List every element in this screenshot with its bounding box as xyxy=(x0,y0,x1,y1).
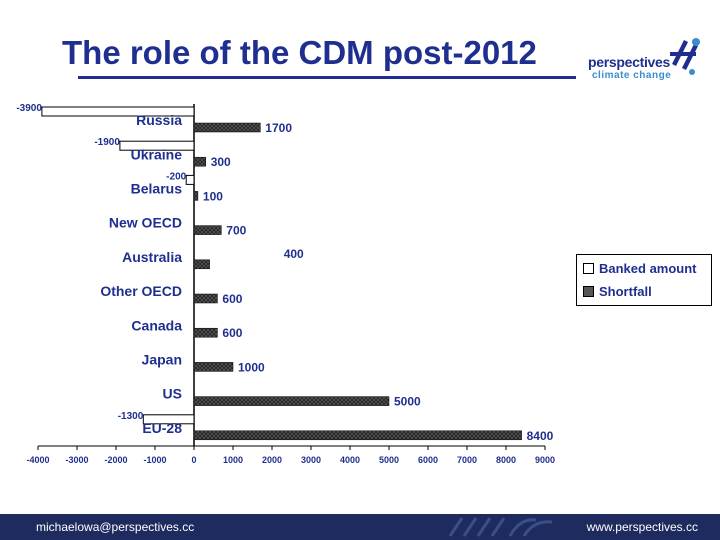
footer-logo-graphic-icon xyxy=(448,517,553,537)
bar-label-shortfall: 100 xyxy=(203,189,223,203)
legend-swatch-shortfall xyxy=(583,285,594,297)
bar-shortfall xyxy=(193,293,218,304)
x-tick-label: -1000 xyxy=(143,455,166,465)
footer-email: michaelowa@perspectives.cc xyxy=(36,520,195,534)
bar-label-banked: -200 xyxy=(166,171,186,182)
bar-banked xyxy=(185,174,195,185)
category-label: EU-28 xyxy=(142,420,182,436)
bar-shortfall xyxy=(193,259,210,270)
bar-shortfall xyxy=(193,362,234,372)
bar-label-shortfall: 400 xyxy=(284,247,304,261)
category-label: Canada xyxy=(131,317,182,333)
bar-shortfall xyxy=(193,122,261,133)
bar-shortfall xyxy=(193,191,199,201)
legend-item-shortfall: Shortfall xyxy=(583,283,652,299)
bar-label-banked: -1300 xyxy=(118,411,144,422)
legend-item-banked: Banked amount xyxy=(583,260,697,276)
category-label: Other OECD xyxy=(100,283,182,299)
bar-shortfall xyxy=(193,156,206,167)
legend-label-shortfall: Shortfall xyxy=(599,283,652,299)
cdm-bar-chart: -4000 -3000 -2000 -1000 0 1000 2000 3000 4000 500… xyxy=(16,103,555,465)
bar-label-shortfall: 1700 xyxy=(265,121,292,135)
perspectives-logo: perspectives climate change xyxy=(584,34,704,90)
category-label: New OECD xyxy=(109,215,182,231)
bar-label-shortfall: 600 xyxy=(222,326,242,340)
x-tick-label: 1000 xyxy=(223,455,243,465)
bar-shortfall xyxy=(193,396,390,406)
footer-website: www.perspectives.cc xyxy=(586,520,698,534)
x-tick-label: 4000 xyxy=(340,455,360,465)
bar-label-shortfall: 1000 xyxy=(238,360,265,374)
x-tick-label: 7000 xyxy=(457,455,477,465)
category-label: Japan xyxy=(142,352,182,368)
x-tick-label: 8000 xyxy=(496,455,516,465)
bar-label-shortfall: 8400 xyxy=(527,429,554,443)
bar-shortfall xyxy=(193,327,218,338)
slide-title: The role of the CDM post-2012 xyxy=(62,34,537,71)
category-label: Belarus xyxy=(131,181,183,197)
x-tick-label: 9000 xyxy=(535,455,555,465)
bar-shortfall xyxy=(193,430,522,441)
bar-label-banked: -1900 xyxy=(94,137,120,148)
footer-bar: michaelowa@perspectives.cc www.perspecti… xyxy=(0,514,720,540)
x-tick-label: 3000 xyxy=(301,455,321,465)
x-tick-label: -2000 xyxy=(104,455,127,465)
logo-subtext: climate change xyxy=(592,70,672,81)
legend-swatch-banked xyxy=(583,262,594,274)
category-label: Australia xyxy=(122,249,182,265)
bar-shortfall xyxy=(193,225,222,235)
bar-label-banked: -3900 xyxy=(16,103,42,114)
logo-text: perspectives xyxy=(588,54,671,70)
bar-label-shortfall: 600 xyxy=(222,292,242,306)
legend-label-banked: Banked amount xyxy=(599,260,697,276)
bar-label-shortfall: 700 xyxy=(226,224,246,238)
category-label: US xyxy=(163,386,182,402)
bar-banked xyxy=(119,140,195,151)
bar-banked xyxy=(142,414,195,425)
category-label: Ukraine xyxy=(131,146,183,162)
x-tick-label: -4000 xyxy=(26,455,49,465)
category-label: Russia xyxy=(136,112,182,128)
x-tick-label: 5000 xyxy=(379,455,399,465)
bar-banked xyxy=(41,106,195,117)
x-tick-label: 2000 xyxy=(262,455,282,465)
chart-legend: Banked amount Shortfall xyxy=(576,254,712,306)
x-tick-label: -3000 xyxy=(65,455,88,465)
title-underline xyxy=(78,76,576,79)
x-tick-label: 0 xyxy=(191,455,196,465)
x-tick-label: 6000 xyxy=(418,455,438,465)
bar-label-shortfall: 5000 xyxy=(394,395,421,409)
bar-label-shortfall: 300 xyxy=(211,155,231,169)
logo-mark-icon xyxy=(670,38,700,75)
